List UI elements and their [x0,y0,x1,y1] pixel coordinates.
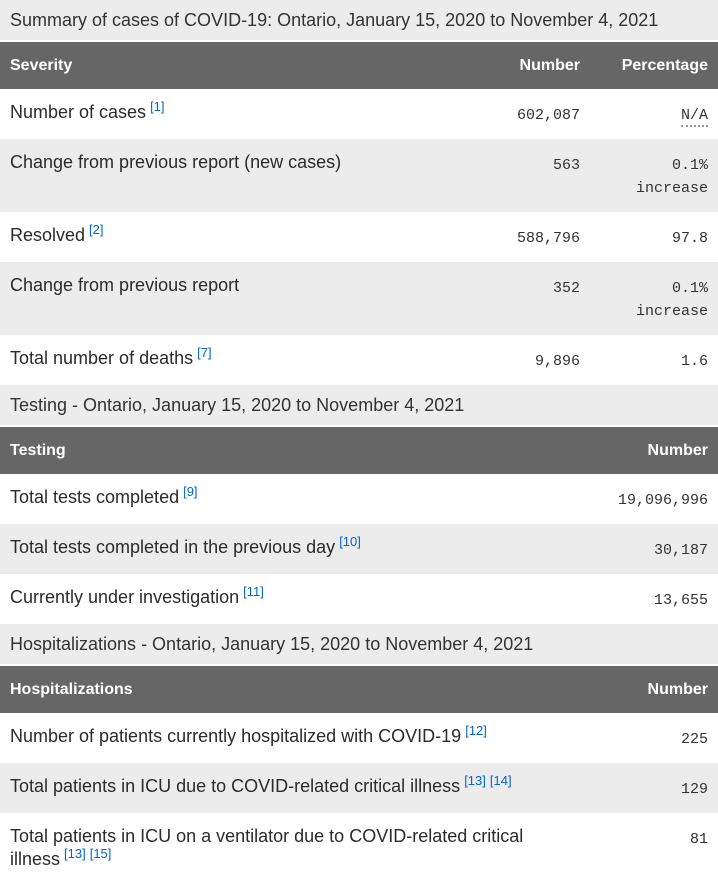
table-row: Total tests completed in the previous da… [0,524,718,574]
row-label-cell: Currently under investigation [11] [0,574,578,624]
row-label-cell: Total patients in ICU on a ventilator du… [0,813,578,883]
not-applicable-abbr: N/A [680,107,708,127]
number-cell: 352 [552,280,580,297]
percentage-cell: N/A [590,89,718,139]
row-label: Change from previous report [10,275,240,295]
table-caption: Testing - Ontario, January 15, 2020 to N… [0,385,718,425]
table-section: Summary of cases of COVID-19: Ontario, J… [0,0,718,385]
header-row: Testing Number [0,427,718,474]
row-label-cell: Change from previous report (new cases) [0,139,460,212]
number-cell: 225 [680,731,708,748]
number-cell: 13,655 [653,592,708,609]
row-label-cell: Total tests completed in the previous da… [0,524,578,574]
percentage-cell: 0.1% increase [635,157,708,197]
data-table: Testing Number Total tests completed [9] 19,… [0,427,718,624]
row-label-cell: Resolved [2] [0,212,460,262]
column-header: Percentage [590,42,718,89]
footnote-link[interactable]: [9] [183,484,198,499]
number-cell: 30,187 [653,542,708,559]
number-cell: 19,096,996 [617,492,708,509]
footnote-link[interactable]: [11] [243,584,264,599]
table-row: Change from previous report (new cases) 5… [0,139,718,212]
column-header: Testing [0,427,578,474]
table-row: Total tests completed [9] 19,096,996 [0,474,718,524]
table-row: Change from previous report 352 0.1% incre… [0,262,718,335]
column-header: Number [578,666,718,713]
row-label-cell: Number of patients currently hospitalize… [0,713,578,763]
header-row: Severity Number Percentage [0,42,718,89]
percentage-cell: 1.6 [680,353,708,370]
data-table: Hospitalizations Number Number of patients… [0,666,718,883]
table-row: Currently under investigation [11] 13,655 [0,574,718,624]
row-label: Total tests completed in the previous da… [10,537,336,557]
footnote-ref: [11] [243,584,264,599]
row-label-cell: Total tests completed [9] [0,474,578,524]
row-label-cell: Number of cases [1] [0,89,460,139]
column-header: Hospitalizations [0,666,578,713]
number-cell: 129 [680,781,708,798]
table-caption: Summary of cases of COVID-19: Ontario, J… [0,0,718,40]
table-row: Resolved [2] 588,796 97.8 [0,212,718,262]
table-row: Number of cases [1] 602,087 N/A [0,89,718,139]
table-caption: Hospitalizations - Ontario, January 15, … [0,624,718,664]
row-label: Currently under investigation [10,587,240,607]
row-label: Change from previous report (new cases) [10,152,342,172]
row-label: Total number of deaths [10,348,194,368]
row-label: Total patients in ICU due to COVID-relat… [10,776,461,796]
footnote-link[interactable]: [13] [64,846,86,861]
row-label-cell: Total number of deaths [7] [0,335,460,385]
number-cell: 563 [552,157,580,174]
footnote-link[interactable]: [1] [150,99,165,114]
footnote-ref: [10] [339,534,361,549]
column-header: Severity [0,42,460,89]
table-section: Hospitalizations - Ontario, January 15, … [0,624,718,883]
column-header: Number [578,427,718,474]
footnote-link[interactable]: [7] [197,345,212,360]
footnote-ref: [9] [183,484,197,499]
row-label-cell: Change from previous report [0,262,460,335]
table-section: Testing - Ontario, January 15, 2020 to N… [0,385,718,624]
footnote-ref: [15] [90,846,112,861]
table-row: Total patients in ICU on a ventilator du… [0,813,718,883]
number-cell: 9,896 [534,353,580,370]
table-row: Number of patients currently hospitalize… [0,713,718,763]
data-table: Severity Number Percentage Number of cases[… [0,42,718,385]
number-cell: 81 [689,831,708,848]
footnote-link[interactable]: [15] [89,846,112,861]
footnote-ref: [2] [89,222,103,237]
row-label: Number of patients currently hospitalize… [10,726,462,746]
footnote-ref: [14] [490,773,512,788]
row-label: Total patients in ICU on a ventilator du… [10,826,524,869]
footnote-ref: [12] [465,723,487,738]
header-row: Hospitalizations Number [0,666,718,713]
footnote-link[interactable]: [13] [464,773,486,788]
table-row: Total patients in ICU due to COVID-relat… [0,763,718,813]
footnote-ref: [7] [197,345,211,360]
percentage-cell: 0.1% increase [635,280,708,320]
percentage-cell: 97.8 [671,230,708,247]
footnote-link[interactable]: [12] [465,723,487,738]
column-header: Number [460,42,590,89]
footnote-ref: [1] [150,99,164,114]
number-cell: 602,087 [516,107,580,124]
table-row: Total number of deaths [7] 9,896 1.6 [0,335,718,385]
footnote-link[interactable]: [10] [339,534,361,549]
footnote-link[interactable]: [2] [89,222,104,237]
footnote-ref: [13] [64,846,86,861]
number-cell: 588,796 [516,230,580,247]
footnote-link[interactable]: [14] [489,773,512,788]
footnote-ref: [13] [464,773,486,788]
row-label: Number of cases [10,102,147,122]
row-label-cell: Total patients in ICU due to COVID-relat… [0,763,578,813]
row-label: Total tests completed [10,487,180,507]
row-label: Resolved [10,225,86,245]
